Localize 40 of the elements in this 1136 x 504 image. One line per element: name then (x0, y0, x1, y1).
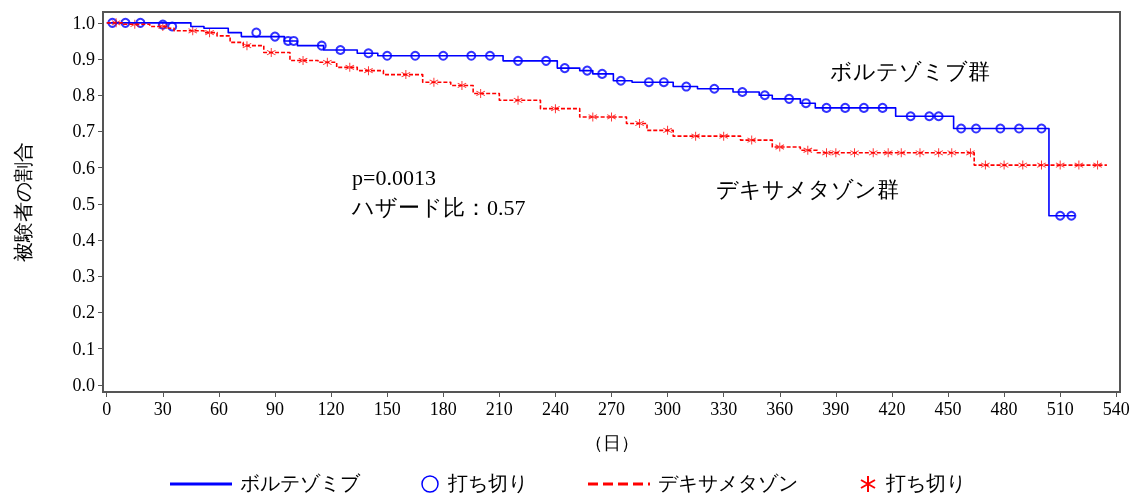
x-tick-label: 330 (710, 399, 738, 419)
x-tick-label: 360 (766, 399, 794, 419)
x-tick-label: 420 (878, 399, 906, 419)
x-tick-label: 300 (654, 399, 682, 419)
y-tick-label: 0.5 (72, 193, 95, 214)
annotation: ハザード比：0.57 (351, 194, 526, 220)
y-tick-label: 0.0 (72, 374, 95, 395)
x-tick-label: 60 (209, 399, 228, 419)
x-tick-label: 120 (317, 399, 345, 419)
x-tick-label: 180 (429, 399, 457, 419)
x-tick-label: 270 (598, 399, 625, 419)
y-tick-label: 1.0 (72, 12, 95, 33)
annotation: ボルテゾミブ群 (830, 58, 990, 84)
y-tick-label: 0.2 (72, 302, 95, 323)
legend-label: デキサメタゾン (658, 471, 798, 496)
x-tick-label: 480 (990, 399, 1018, 419)
y-tick-label: 0.7 (72, 121, 95, 142)
x-tick-label: 540 (1102, 399, 1130, 419)
annotation: p=0.0013 (352, 164, 436, 190)
legend-label: 打ち切り (448, 471, 528, 496)
x-tick-label: 30 (153, 399, 172, 419)
y-tick-label: 0.8 (72, 85, 95, 106)
x-tick-label: 90 (265, 399, 284, 419)
y-tick-label: 0.1 (72, 338, 95, 359)
y-tick-label: 0.6 (72, 157, 95, 178)
x-tick-label: 450 (934, 399, 962, 419)
y-axis-title: 被験者の割合 (12, 142, 34, 262)
x-tick-label: 390 (822, 399, 850, 419)
y-tick-label: 0.4 (72, 230, 95, 250)
x-tick-label: 510 (1046, 399, 1074, 419)
x-tick-label: 210 (485, 399, 513, 419)
legend-label: 打ち切り (886, 471, 966, 496)
x-axis-title: （日） (584, 433, 639, 453)
x-tick-label: 0 (102, 399, 112, 419)
y-tick-label: 0.3 (72, 266, 95, 287)
annotation: デキサメタゾン群 (716, 176, 899, 202)
x-tick-label: 150 (373, 399, 401, 419)
x-tick-label: 240 (541, 399, 569, 419)
y-tick-label: 0.9 (72, 49, 95, 70)
legend-label: ボルテゾミブ (240, 471, 360, 496)
